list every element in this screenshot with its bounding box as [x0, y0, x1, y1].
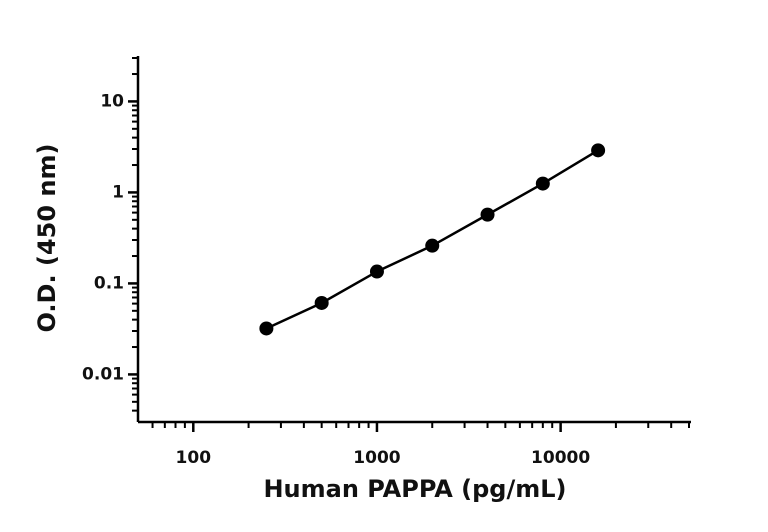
x-axis-title: Human PAPPA (pg/mL) — [263, 475, 566, 503]
x-tick-label: 1000 — [353, 448, 400, 468]
y-tick-label: 1 — [112, 182, 124, 202]
x-tick-label: 10000 — [531, 448, 590, 468]
y-tick-label: 0.01 — [82, 364, 124, 384]
data-point — [259, 321, 274, 336]
y-axis-title: O.D. (450 nm) — [33, 144, 61, 333]
y-tick-label: 0.1 — [94, 273, 124, 293]
data-point — [314, 295, 329, 310]
data-point — [369, 264, 384, 279]
data-point — [591, 143, 606, 158]
y-tick-label: 10 — [100, 91, 124, 111]
data-point — [535, 176, 550, 191]
data-point — [425, 238, 440, 253]
x-tick-label: 100 — [176, 448, 212, 468]
data-point — [480, 207, 495, 222]
